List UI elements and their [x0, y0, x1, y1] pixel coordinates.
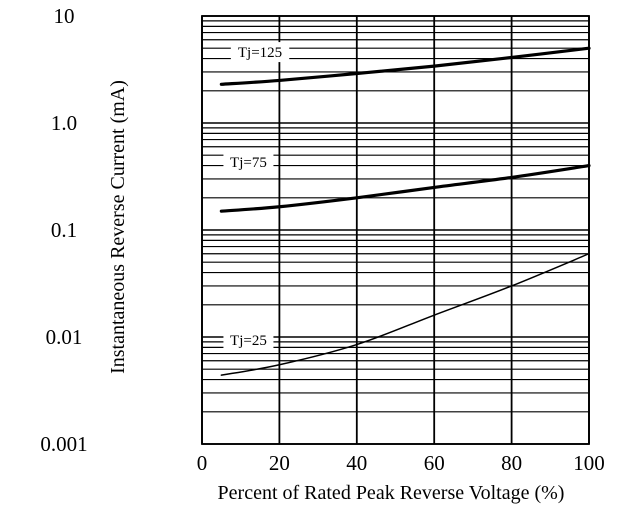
- series-line-1: [219, 163, 591, 213]
- y-tick-label: 0.01: [46, 325, 83, 349]
- curve-label-2: Tj=25: [230, 333, 267, 349]
- y-tick-label: 10: [54, 4, 75, 28]
- y-axis-label: Instantaneous Reverse Current (mA): [107, 80, 129, 374]
- y-tick-label: 0.001: [40, 432, 87, 456]
- x-tick-labels: 0 20 40 60 80 100: [197, 451, 605, 475]
- curve-label-1: Tj=75: [230, 155, 267, 171]
- x-tick-label: 20: [269, 451, 290, 475]
- curve-labels: Tj=125 Tj=75 Tj=25: [223, 42, 290, 350]
- curve-label-box: [223, 152, 274, 173]
- x-tick-label: 60: [424, 451, 445, 475]
- x-axis-label: Percent of Rated Peak Reverse Voltage (%…: [218, 482, 565, 504]
- curve-label-box: [223, 329, 274, 350]
- series-lines: [219, 46, 591, 376]
- x-tick-label: 0: [197, 451, 208, 475]
- y-tick-labels: 0.001 0.01 0.1 1.0 10: [40, 4, 87, 456]
- x-tick-label: 40: [346, 451, 367, 475]
- major-gridlines: [201, 15, 590, 445]
- minor-gridlines: [202, 20, 589, 413]
- curve-label-box: [230, 42, 290, 63]
- y-tick-label: 0.1: [51, 218, 77, 242]
- curve-label-0: Tj=125: [238, 45, 282, 61]
- plot-frame: [201, 15, 590, 445]
- x-tick-label: 100: [573, 451, 605, 475]
- series-line-0: [219, 46, 591, 86]
- y-tick-label: 1.0: [51, 111, 77, 135]
- series-line-2: [220, 252, 590, 376]
- x-tick-label: 80: [501, 451, 522, 475]
